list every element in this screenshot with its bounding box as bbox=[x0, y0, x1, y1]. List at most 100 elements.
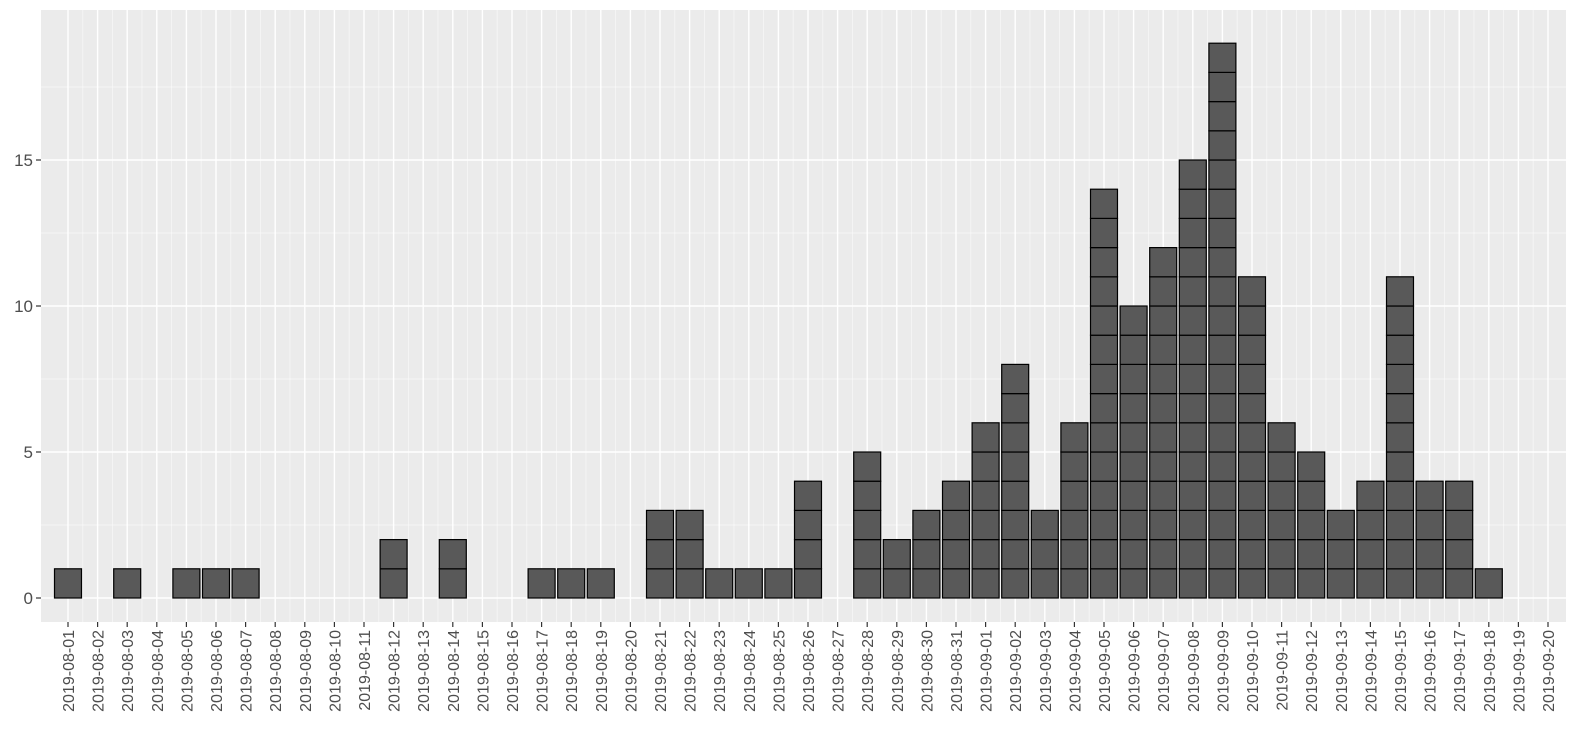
bar-unit bbox=[1208, 305, 1237, 336]
x-tick-label: 2019-09-03 bbox=[1038, 630, 1055, 712]
x-tick-label: 2019-08-11 bbox=[357, 630, 374, 711]
bar-unit bbox=[971, 538, 1000, 570]
bar-unit bbox=[1208, 130, 1237, 161]
bar-unit bbox=[853, 451, 882, 482]
bar-unit bbox=[1149, 451, 1178, 482]
x-tick-label: 2019-09-06 bbox=[1127, 630, 1144, 712]
bar-unit bbox=[1089, 568, 1119, 599]
bar-unit bbox=[1415, 538, 1444, 570]
x-tick-label: 2019-08-03 bbox=[120, 630, 137, 712]
bar-unit bbox=[971, 422, 1000, 453]
bar-unit bbox=[1445, 480, 1474, 512]
bar-unit bbox=[645, 509, 675, 541]
bar-unit bbox=[1149, 480, 1178, 512]
bar-unit bbox=[1237, 451, 1267, 482]
bar-unit bbox=[1326, 568, 1355, 599]
bar-unit bbox=[1149, 247, 1178, 278]
bar-unit bbox=[1178, 276, 1207, 307]
bar-unit bbox=[1030, 509, 1059, 541]
bar-unit bbox=[1297, 451, 1326, 482]
y-tick-label: 15 bbox=[14, 151, 33, 170]
bar-unit bbox=[1119, 509, 1148, 541]
bar-unit bbox=[793, 509, 823, 541]
bar-unit bbox=[1060, 509, 1089, 541]
bar-unit bbox=[113, 568, 142, 599]
bar-unit bbox=[1089, 188, 1119, 219]
bar-unit bbox=[853, 509, 882, 541]
bar-unit bbox=[1178, 422, 1207, 453]
bar-unit bbox=[1208, 393, 1237, 424]
bar-unit bbox=[1415, 480, 1444, 512]
bar-unit bbox=[379, 538, 408, 570]
bar-unit bbox=[793, 538, 823, 570]
x-tick-label: 2019-08-06 bbox=[209, 630, 226, 712]
bar-unit bbox=[971, 451, 1000, 482]
bar-unit bbox=[1237, 363, 1267, 395]
bar-unit bbox=[1178, 188, 1207, 219]
bar-unit bbox=[1119, 568, 1148, 599]
bar-unit bbox=[1356, 538, 1385, 570]
bar-unit bbox=[527, 568, 556, 599]
bar-unit bbox=[1089, 363, 1119, 395]
bar-unit bbox=[1149, 509, 1178, 541]
bar-unit bbox=[438, 568, 467, 599]
x-tick-label: 2019-08-16 bbox=[505, 630, 522, 712]
bar-unit bbox=[379, 568, 408, 599]
bar-unit bbox=[1267, 509, 1296, 541]
bar-unit bbox=[1445, 509, 1474, 541]
bar-unit bbox=[1178, 247, 1207, 278]
x-tick-label: 2019-09-13 bbox=[1334, 630, 1351, 712]
bar-unit bbox=[764, 568, 793, 599]
bar-unit bbox=[1119, 451, 1148, 482]
x-tick-label: 2019-09-16 bbox=[1423, 630, 1440, 712]
bar-unit bbox=[1030, 538, 1059, 570]
x-tick-label: 2019-08-25 bbox=[771, 630, 788, 712]
bar-unit bbox=[971, 568, 1000, 599]
x-tick-label: 2019-08-10 bbox=[327, 630, 344, 712]
bar-unit bbox=[941, 480, 971, 512]
bar-unit bbox=[1208, 480, 1237, 512]
x-axis: 2019-08-01 2019-08-02 2019-08-03 2019-08-04… bbox=[61, 622, 1558, 712]
x-tick-label: 2019-08-02 bbox=[91, 630, 108, 712]
bar-unit bbox=[1208, 568, 1237, 599]
bar-unit bbox=[1060, 451, 1089, 482]
x-tick-label: 2019-08-12 bbox=[387, 630, 404, 712]
x-tick-label: 2019-08-29 bbox=[890, 630, 907, 712]
bar-unit bbox=[1149, 393, 1178, 424]
x-tick-label: 2019-08-05 bbox=[179, 630, 196, 712]
bar-unit bbox=[1208, 422, 1237, 453]
bar-unit bbox=[1119, 422, 1148, 453]
bar-unit bbox=[1208, 247, 1237, 278]
x-tick-label: 2019-08-04 bbox=[150, 630, 167, 712]
bar-unit bbox=[1149, 334, 1178, 366]
bar-unit bbox=[1060, 568, 1089, 599]
bar-unit bbox=[586, 568, 615, 599]
bar-unit bbox=[1089, 276, 1119, 307]
bar-unit bbox=[1178, 363, 1207, 395]
bar-unit bbox=[231, 568, 260, 599]
bar-unit bbox=[1119, 363, 1148, 395]
x-tick-label: 2019-08-18 bbox=[564, 630, 581, 712]
bar-unit bbox=[1237, 568, 1267, 599]
x-tick-label: 2019-08-28 bbox=[860, 630, 877, 712]
bar-unit bbox=[1001, 509, 1030, 541]
bar-unit bbox=[1178, 480, 1207, 512]
bar-unit bbox=[941, 538, 971, 570]
bar-unit bbox=[1237, 422, 1267, 453]
bar-unit bbox=[734, 568, 763, 599]
bar-unit bbox=[1149, 538, 1178, 570]
x-tick-label: 2019-08-22 bbox=[683, 630, 700, 712]
bar-unit bbox=[1208, 509, 1237, 541]
bar-unit bbox=[1385, 568, 1415, 599]
bar-unit bbox=[1208, 71, 1237, 103]
bar-unit bbox=[1178, 217, 1207, 249]
x-tick-label: 2019-08-17 bbox=[535, 630, 552, 712]
bar-unit bbox=[1267, 451, 1296, 482]
bar-unit bbox=[1119, 393, 1148, 424]
bar-unit bbox=[1119, 480, 1148, 512]
bar-unit bbox=[1089, 422, 1119, 453]
bar-unit bbox=[1385, 363, 1415, 395]
bar-unit bbox=[1385, 538, 1415, 570]
x-tick-label: 2019-09-19 bbox=[1511, 630, 1528, 712]
